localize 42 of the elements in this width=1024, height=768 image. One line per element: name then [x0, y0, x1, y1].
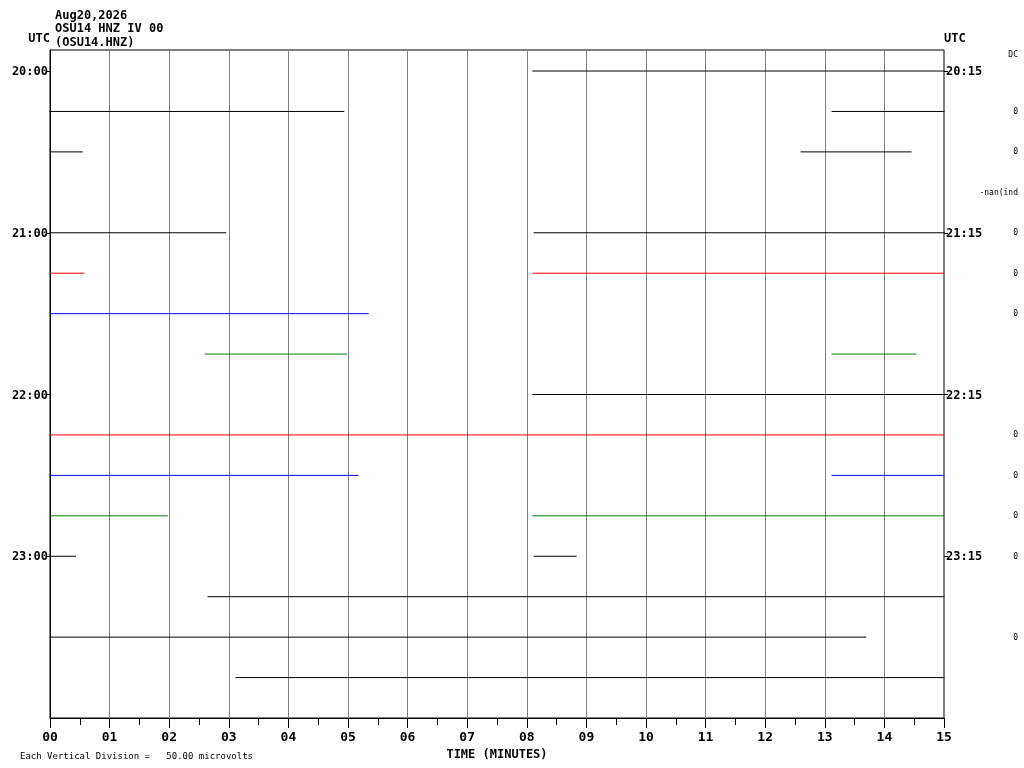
x-tick-label: 07	[459, 729, 476, 744]
x-tick-label: 10	[638, 729, 654, 744]
x-tick-label: 00	[42, 729, 58, 744]
text: -nan(ind	[979, 187, 1019, 197]
text: DC	[1008, 50, 1019, 60]
text: 0	[1013, 430, 1019, 440]
text: Each Vertical Division = 50.00 microvolts	[20, 750, 253, 761]
chart-title: Aug20,2026	[55, 8, 128, 22]
text: 0	[1013, 309, 1019, 319]
text: 0	[1013, 632, 1019, 642]
x-tick-label: 13	[816, 729, 833, 744]
y2-axis-title: UTC	[944, 31, 966, 45]
x-tick-label: 09	[578, 729, 595, 744]
text: 0	[1013, 511, 1019, 521]
chart-subtitle: OSU14 HNZ IV 00 (OSU14.HNZ)	[55, 21, 164, 49]
y2-tick-label: 22:15	[946, 387, 983, 402]
x-tick-label: 02	[161, 729, 178, 744]
text: 0	[1013, 470, 1019, 480]
y2-tick-label: 21:15	[946, 225, 983, 240]
y-tick-label: 20:00	[11, 64, 48, 79]
x-tick-label: 08	[518, 729, 535, 744]
x-tick-label: 14	[876, 729, 893, 744]
x-tick-label: 11	[697, 729, 714, 744]
x-tick-label: 06	[399, 729, 416, 744]
x-tick-label: 12	[757, 729, 774, 744]
x-tick-label: 03	[220, 729, 237, 744]
y-axis-title: UTC	[28, 31, 50, 45]
text: 0	[1013, 268, 1019, 278]
x-tick-label: 05	[340, 729, 356, 744]
y-tick-label: 22:00	[11, 387, 48, 402]
text: 0	[1013, 228, 1019, 238]
y2-tick-label: 20:15	[946, 64, 983, 79]
text: 0	[1013, 551, 1019, 561]
y-tick-label: 21:00	[11, 225, 48, 240]
y2-tick-label: 23:15	[946, 549, 983, 564]
x-tick-label: 04	[280, 729, 297, 744]
text: 0	[1013, 147, 1019, 157]
x-tick-label: 01	[101, 729, 118, 744]
y-tick-label: 23:00	[11, 549, 48, 564]
x-tick-label: 15	[936, 729, 952, 744]
text: 0	[1013, 106, 1019, 116]
x-axis-title: TIME (MINUTES)	[446, 747, 548, 761]
